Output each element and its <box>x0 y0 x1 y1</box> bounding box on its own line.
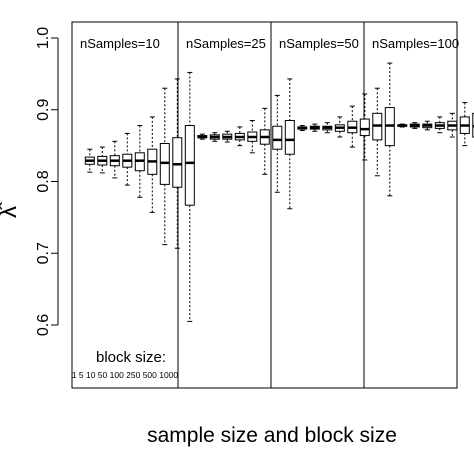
box-body <box>172 137 183 188</box>
panel-layer: nSamples=10 nSamples=25 nSamples=50 nSample… <box>80 22 459 388</box>
y-axis: 0.6 0.7 0.8 0.9 1.0 <box>35 27 59 336</box>
panel-label: nSamples=50 <box>279 36 359 51</box>
box-body <box>272 125 283 150</box>
block-size-values: 1 5 10 50 100 250 500 1000 <box>72 370 179 380</box>
box-body <box>184 125 195 206</box>
y-tick-label: 0.7 <box>35 242 52 264</box>
y-tick-label: 0.9 <box>35 99 52 121</box>
panel-label: nSamples=25 <box>186 36 266 51</box>
box-body <box>359 118 370 137</box>
y-tick-label: 0.8 <box>35 170 52 192</box>
x-axis-title: sample size and block size <box>147 424 397 447</box>
panel-label: nSamples=100 <box>372 36 459 51</box>
panel-label: nSamples=10 <box>80 36 160 51</box>
block-size-labels: 1 5 10 50 100 250 500 1000 <box>72 370 179 380</box>
plot-frame <box>71 21 458 389</box>
y-tick-label: 0.6 <box>35 314 52 336</box>
y-tick-label: 1.0 <box>35 27 52 49</box>
box-layer <box>84 62 474 322</box>
block-size-title: block size: <box>96 349 166 366</box>
box-body <box>284 120 295 155</box>
y-axis-title: λ̂ <box>0 202 22 218</box>
